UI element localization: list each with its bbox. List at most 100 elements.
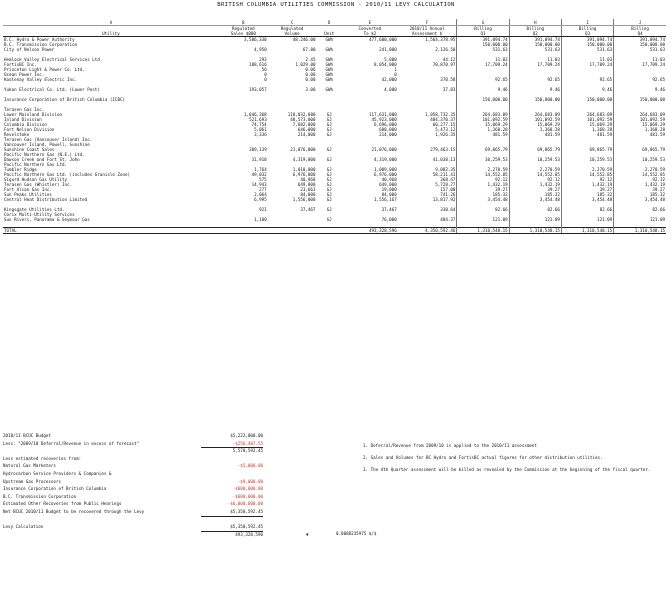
table-row: Fort Alcan Gas Inc. 277 23,663 GJ 19,000 157.… (3, 187, 666, 192)
table-cell: Pacific Northern Gas (N.E.) Ltd. (4, 152, 85, 157)
table-cell: 150,000.00 (560, 42, 614, 47)
table-cell: 157.08 (440, 187, 456, 192)
table-row: B.C. Hydro & Power Authority 3,506,330 48,… (3, 36, 666, 42)
table-cell: Sun Peaks Utilities (4, 192, 52, 197)
table-cell: 10,259.53 (560, 157, 614, 162)
table-cell (613, 67, 666, 72)
summary-value: -$9,000.00 (237, 478, 263, 484)
table-cell: 3,506,330 (244, 37, 267, 42)
table-cell: 3,454.48 (613, 197, 666, 202)
table-cell: Dawson Creek and Fort St. John (4, 157, 80, 162)
summary-label: Upstream Gas Processors (3, 478, 61, 484)
table-cell: 264,683.09 (508, 112, 562, 117)
total-row: TOTAL 493,328,596 4,350,592.46 1,310,548.15… (3, 227, 666, 234)
table-cell: 391,094.74 (456, 36, 510, 42)
levy-rate: 0.0088235975 $/$ (336, 531, 377, 536)
table-cell (560, 162, 614, 167)
table-cell: GWh (325, 77, 334, 82)
table-cell (456, 107, 510, 112)
summary-value: $5,350,592.45 (201, 508, 263, 517)
table-cell: 1,368.28 (560, 127, 614, 132)
table-cell: 11.03 (508, 57, 562, 62)
table-cell: GJ (326, 112, 332, 117)
table-cell: 2,064 (254, 192, 267, 197)
header-row-1-cell: Billing (613, 25, 666, 31)
table-cell: 70,870.97 (432, 62, 456, 67)
table-cell: 1,058,732.35 (425, 112, 456, 117)
table-cell: 37.83 (442, 87, 456, 92)
header-row-1: Regulated Regulated Converted 2010/11 Annua… (3, 25, 666, 31)
table-cell: 391,094.74 (508, 36, 562, 42)
table-row: Princeton Light & Power Co. Ltd. 56 0.06 GW… (3, 67, 666, 72)
table-cell: 49,032 (251, 172, 267, 177)
table-row: Dawson Creek and Fort St. John 31,910 4,31… (3, 157, 666, 162)
table-cell: Vancouver Island, Powell, Sunshine (4, 142, 90, 147)
table-cell: 3,454.48 (456, 197, 510, 202)
table-cell (508, 102, 562, 107)
table-cell: 3,454.48 (560, 197, 614, 202)
column-letter-row-cell: D (316, 19, 343, 26)
table-cell: 150,000.00 (613, 42, 666, 47)
table-cell: 82.66 (560, 207, 614, 212)
table-cell: 8,054,000 (374, 62, 397, 67)
table-cell: Fort Nelson Division (4, 127, 55, 132)
table-cell: 0 (264, 77, 267, 82)
table-cell: 1,029.00 (295, 62, 316, 67)
table-cell: Kootenay Valley Electric Inc. (4, 77, 78, 82)
table-row: Sunshine Coast Sales 209,139 21,076,000 GJ 2… (3, 147, 666, 152)
table-cell: 0 (394, 72, 397, 77)
header-row-2-cell: Q2 (508, 31, 562, 37)
header-row-2-cell: Assessment $ (397, 31, 457, 37)
table-cell (613, 102, 666, 107)
table-cell (508, 202, 562, 207)
header-row-2: Utility Sales $000 Volume Unit To $2 Assessme… (3, 31, 666, 37)
table-cell: 7,682,000 (292, 122, 316, 127)
table-cell: 15,069.29 (560, 122, 614, 127)
table-row: Hemlock Valley Electrical Services Ltd. 2… (3, 57, 666, 62)
table-cell: 92.65 (508, 77, 562, 82)
table-cell (613, 152, 666, 157)
footnotes: 1. Deferral/Revenue from 2009/10 is appl… (363, 443, 663, 479)
table-row: Terasen Gas Inc. (3, 107, 666, 112)
table-cell: 92.65 (560, 77, 614, 82)
table-cell: 84,000 (300, 192, 316, 197)
table-cell: 214,000 (297, 132, 316, 137)
table-cell: Yukon Electrical Co. Ltd. (Lower Post) (4, 87, 100, 92)
header-row-2-cell: Utility (3, 31, 219, 37)
table-cell (456, 152, 510, 157)
table-cell (456, 72, 510, 77)
summary-row: Less: "2009/10 Deferral/Revenue in exces… (3, 440, 333, 449)
table-cell (613, 52, 666, 57)
total-row-cell: 1,310,548.15 (560, 227, 614, 234)
table-cell: GJ (326, 207, 332, 212)
table-cell: 74,754 (251, 122, 267, 127)
table-cell: Corix Multi-Utility Services (4, 212, 75, 217)
column-letter-row-cell: B (218, 19, 268, 26)
table-row: Sun Rivers, Panorama & Seymour Gas 1,100 G… (3, 217, 666, 222)
table-row: Central Heat Distribution Limited 6,995 1,… (3, 197, 666, 202)
table-cell: 1,926.35 (435, 132, 456, 137)
table-row (3, 52, 666, 57)
table-cell: 0.00 (305, 77, 316, 82)
summary-row: 2010/11 BCUC Budget $5,222,000.00 (3, 432, 333, 440)
table-row: Ocean Power Inc. 0 0.00 GWh 0 (3, 72, 666, 77)
table-cell: 37,467 (381, 207, 397, 212)
table-cell (508, 152, 562, 157)
table-row: Inland Division 521,693 48,573,000 GJ 45,923… (3, 117, 666, 122)
table-cell: Central Heat Distribution Limited (4, 197, 88, 202)
table-cell: 391,094.74 (613, 36, 666, 42)
summary-value: -$256,407.55 (201, 440, 263, 449)
table-cell: 531.63 (560, 47, 614, 52)
table-cell: 17,709.24 (613, 62, 666, 67)
table-cell: 15,069.29 (613, 122, 666, 127)
table-cell: 521,693 (249, 117, 267, 122)
summary-label: Hydrocarbon Service Providers & Companie… (3, 470, 112, 476)
table-row: Kootenay Valley Electric Inc. 0 0.00 GWh 42,… (3, 77, 666, 82)
table-cell: 1,368.28 (508, 127, 562, 132)
table-cell: 101,092.59 (508, 117, 562, 122)
table-cell (456, 212, 510, 217)
column-letter-row-cell: J (613, 19, 666, 26)
table-cell: Sigurd Hudson Gas Utility (4, 177, 68, 182)
table-cell (613, 107, 666, 112)
table-cell (508, 222, 562, 228)
